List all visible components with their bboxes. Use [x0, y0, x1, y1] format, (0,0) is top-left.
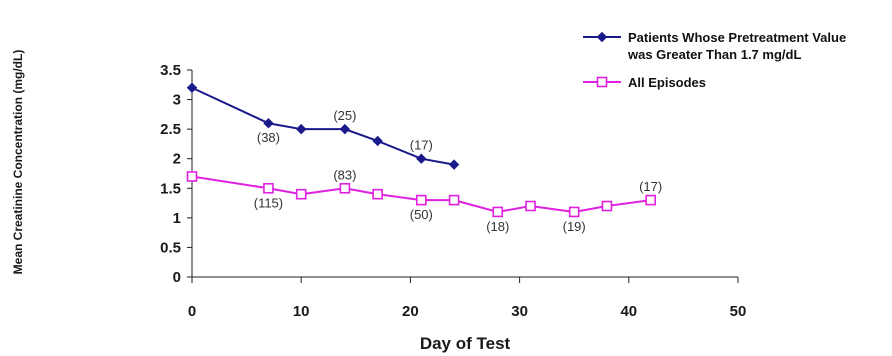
x-tick-group: 0 10 20 30 40 50	[188, 277, 747, 320]
sample-size-label: (18)	[486, 219, 509, 234]
sample-size-label: (17)	[410, 138, 433, 153]
x-tick-label: 30	[511, 303, 528, 320]
data-point-diamond	[186, 82, 198, 93]
series-line	[191, 86, 455, 166]
data-point-diamond	[416, 153, 427, 164]
series-1	[186, 171, 656, 218]
x-tick-label: 40	[620, 303, 637, 320]
legend-item-1: All Episodes	[583, 75, 706, 90]
data-point-diamond	[448, 159, 460, 170]
x-axis-title: Day of Test	[420, 334, 511, 353]
data-point-square	[186, 171, 198, 182]
y-tick-label: 3	[173, 92, 181, 109]
sample-size-label: (25)	[333, 108, 356, 123]
y-tick-label: 3.5	[160, 62, 181, 79]
data-point-square	[295, 188, 307, 200]
data-point-square	[416, 194, 427, 206]
y-tick-label: 0	[173, 269, 181, 286]
data-point-square	[525, 200, 536, 212]
data-point-square	[339, 182, 351, 194]
sample-size-label: (17)	[639, 179, 662, 194]
legend-item-0: Patients Whose Pretreatment Value was Gre…	[583, 30, 846, 62]
sample-size-label: (50)	[410, 207, 433, 222]
data-point-square	[601, 200, 613, 212]
data-point-square	[263, 182, 274, 194]
y-axis-title: Mean Creatinine Concentration (mg/dL)	[11, 50, 25, 275]
y-tick-label: 0.5	[160, 239, 181, 256]
y-tick-group: 0 0.5 1 1.5 2 2.5 3 3.5	[160, 62, 192, 286]
legend-label: All Episodes	[628, 75, 706, 90]
x-tick-label: 20	[402, 303, 419, 320]
legend-swatch-marker	[596, 76, 608, 88]
legend-label: Patients Whose Pretreatment Value	[628, 30, 846, 45]
y-tick-label: 2	[173, 151, 181, 168]
data-point-diamond	[263, 118, 274, 129]
x-tick-label: 50	[730, 303, 747, 320]
annotation-layer: (38) (25) (17) (115) (83) (50) (18) (19) (17)	[254, 108, 662, 234]
y-axis-title-group: Mean Creatinine Concentration (mg/dL)	[11, 50, 25, 275]
sample-size-label: (115)	[254, 195, 283, 210]
y-tick-label: 1	[173, 210, 181, 227]
legend-swatch-marker	[596, 31, 608, 43]
data-point-diamond	[295, 123, 307, 135]
x-tick-label: 10	[293, 303, 310, 320]
data-point-square	[372, 188, 383, 200]
series-layer	[186, 82, 656, 218]
series-line	[191, 175, 651, 213]
data-point-diamond	[372, 135, 383, 147]
series-0	[186, 82, 460, 170]
data-point-square	[568, 206, 580, 218]
data-point-square	[448, 194, 460, 206]
y-tick-label: 2.5	[160, 121, 181, 138]
sample-size-label: (83)	[333, 167, 356, 182]
x-tick-label: 0	[188, 303, 196, 320]
y-tick-label: 1.5	[160, 180, 181, 197]
data-point-diamond	[339, 123, 351, 135]
legend: Patients Whose Pretreatment Value was Gre…	[583, 30, 846, 90]
legend-label: was Greater Than 1.7 mg/dL	[627, 47, 801, 62]
data-point-square	[645, 194, 656, 206]
sample-size-label: (19)	[563, 219, 586, 234]
data-point-square	[492, 206, 504, 218]
sample-size-label: (38)	[257, 130, 280, 145]
